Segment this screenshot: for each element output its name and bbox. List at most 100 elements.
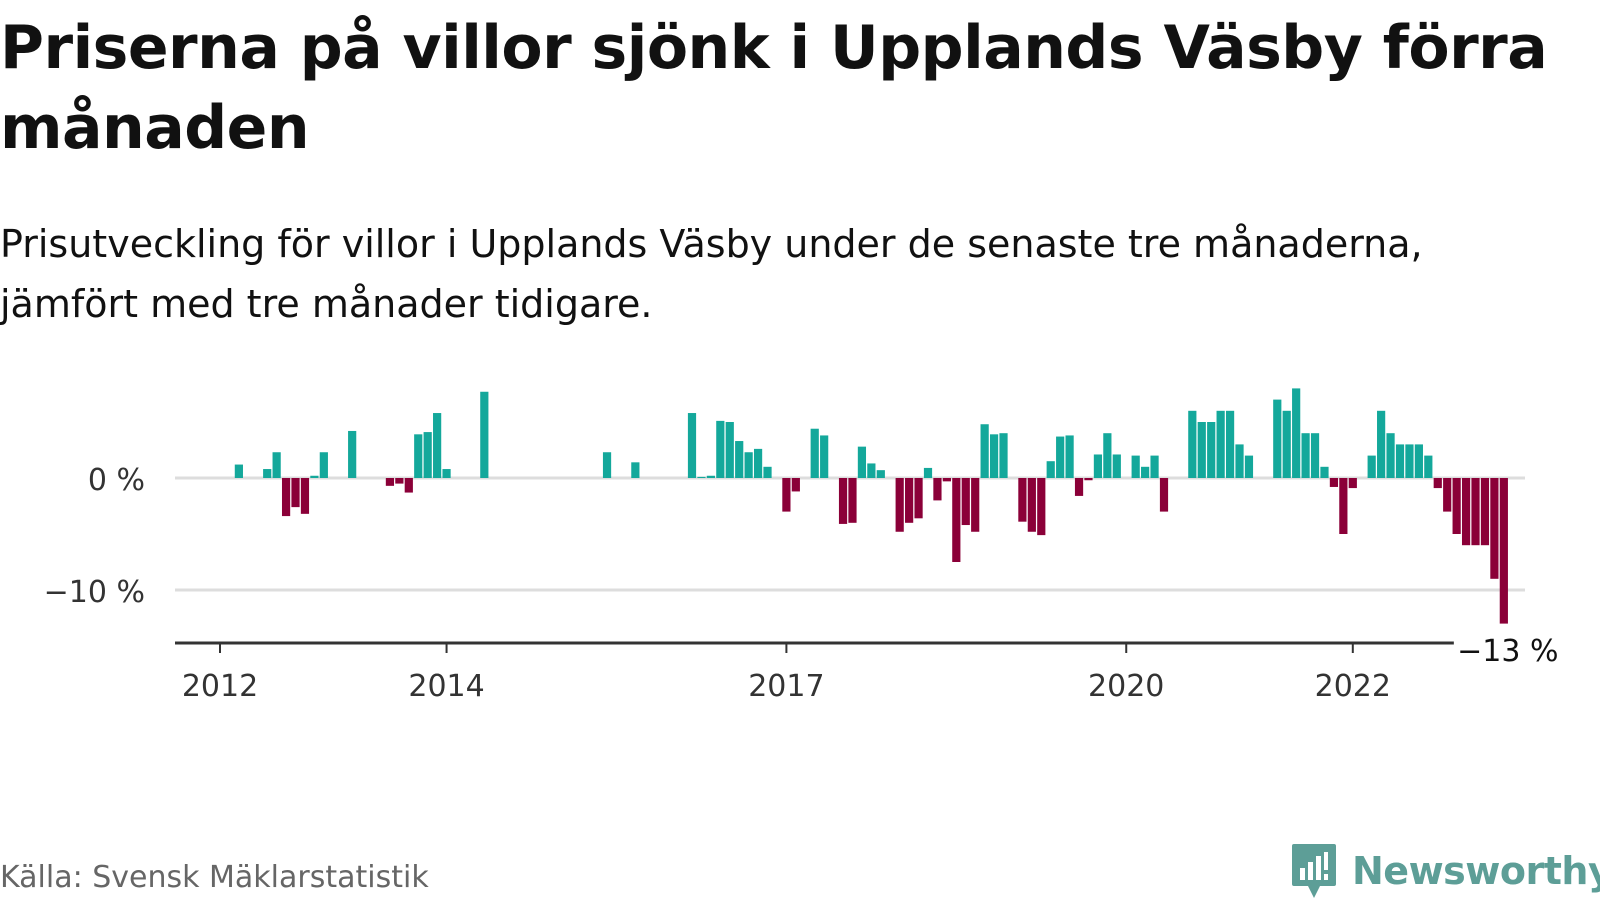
bar [1310, 433, 1320, 478]
bar [404, 478, 413, 493]
bars [234, 388, 1508, 624]
bar [687, 413, 697, 478]
bar [1377, 410, 1386, 478]
bar [1112, 454, 1121, 478]
bar [905, 478, 914, 523]
bar [914, 478, 923, 519]
bar [1339, 478, 1348, 534]
bar [1056, 436, 1065, 478]
bar [725, 422, 734, 478]
bar [1018, 478, 1027, 522]
x-tick-label: 2022 [1315, 669, 1391, 704]
newsworthy-logo-icon [1292, 844, 1336, 898]
bar [876, 470, 885, 478]
bar [1282, 410, 1291, 478]
bar [1027, 478, 1036, 532]
bar [1367, 455, 1376, 478]
bar [1216, 410, 1225, 478]
bar [867, 463, 876, 478]
bar [385, 478, 395, 486]
axes: 2012 2014 2017 2020 2022 −13 % [175, 631, 1564, 704]
bar [1301, 433, 1310, 478]
annotation-bg [1453, 631, 1564, 669]
bar [971, 478, 980, 532]
bar [952, 478, 961, 562]
bar [433, 413, 442, 478]
bar [810, 428, 819, 478]
bar [1329, 478, 1339, 487]
bar [820, 435, 829, 478]
bar [933, 478, 942, 501]
bar [1207, 422, 1216, 478]
bar [753, 448, 763, 478]
y-tick-label: −10 % [44, 575, 145, 610]
bar [1348, 478, 1357, 489]
bar [1093, 454, 1103, 478]
bar [1235, 444, 1244, 478]
bar [782, 478, 791, 512]
bar [961, 478, 970, 526]
bar [263, 469, 272, 478]
x-tick-label: 2020 [1088, 669, 1164, 704]
bar [395, 478, 404, 484]
bar [348, 430, 357, 478]
bar [763, 466, 772, 478]
bar [1037, 478, 1046, 536]
bar [838, 478, 848, 524]
bar [1461, 478, 1471, 546]
bar [1480, 478, 1490, 546]
x-tick-label: 2017 [748, 669, 824, 704]
chart-title: Priserna på villor sjönk i Upplands Väsb… [0, 13, 1548, 163]
x-tick-label: 2014 [408, 669, 484, 704]
bar [291, 478, 300, 508]
bar [1074, 478, 1084, 496]
bar [895, 478, 904, 532]
bar [1395, 444, 1405, 478]
y-tick-label: 0 % [88, 463, 145, 498]
bar-chart: 0 % −10 % 2012 2014 2017 2020 2022 −13 % [44, 388, 1564, 704]
bar [631, 462, 640, 478]
last-value-annotation: −13 % [1457, 634, 1558, 669]
bar [1471, 478, 1480, 546]
x-tick-label: 2012 [182, 669, 258, 704]
bar [1244, 455, 1254, 478]
bar [1150, 455, 1159, 478]
bar [1443, 478, 1452, 512]
bar [980, 424, 989, 478]
bar [234, 464, 243, 478]
bar [1386, 433, 1395, 478]
bar [706, 475, 715, 478]
brand-name: Newsworthy [1352, 849, 1600, 893]
bar [1433, 478, 1442, 489]
bar [480, 391, 489, 478]
bar [1084, 478, 1093, 481]
bar [923, 467, 933, 478]
bar [423, 432, 432, 478]
bar [602, 452, 612, 478]
bar [1424, 455, 1433, 478]
bar [1103, 433, 1112, 478]
bar [697, 476, 706, 478]
source-note: Källa: Svensk Mäklarstatistik [0, 860, 429, 895]
bar [999, 433, 1008, 478]
bar [1320, 466, 1329, 478]
bar [1065, 435, 1074, 478]
bar [1131, 455, 1140, 478]
bar [716, 420, 725, 478]
bar [414, 434, 423, 478]
bar [791, 478, 800, 492]
bar [942, 478, 951, 482]
bar [1225, 410, 1235, 478]
bar [319, 452, 328, 478]
bar [857, 446, 867, 478]
bar [442, 469, 451, 478]
bar [310, 475, 319, 478]
bar [735, 441, 744, 478]
bar [989, 434, 999, 478]
bar [281, 478, 291, 517]
bar [1414, 444, 1423, 478]
bar [1159, 478, 1169, 512]
bar [1046, 461, 1055, 478]
bar [300, 478, 310, 514]
bar [1405, 444, 1414, 478]
